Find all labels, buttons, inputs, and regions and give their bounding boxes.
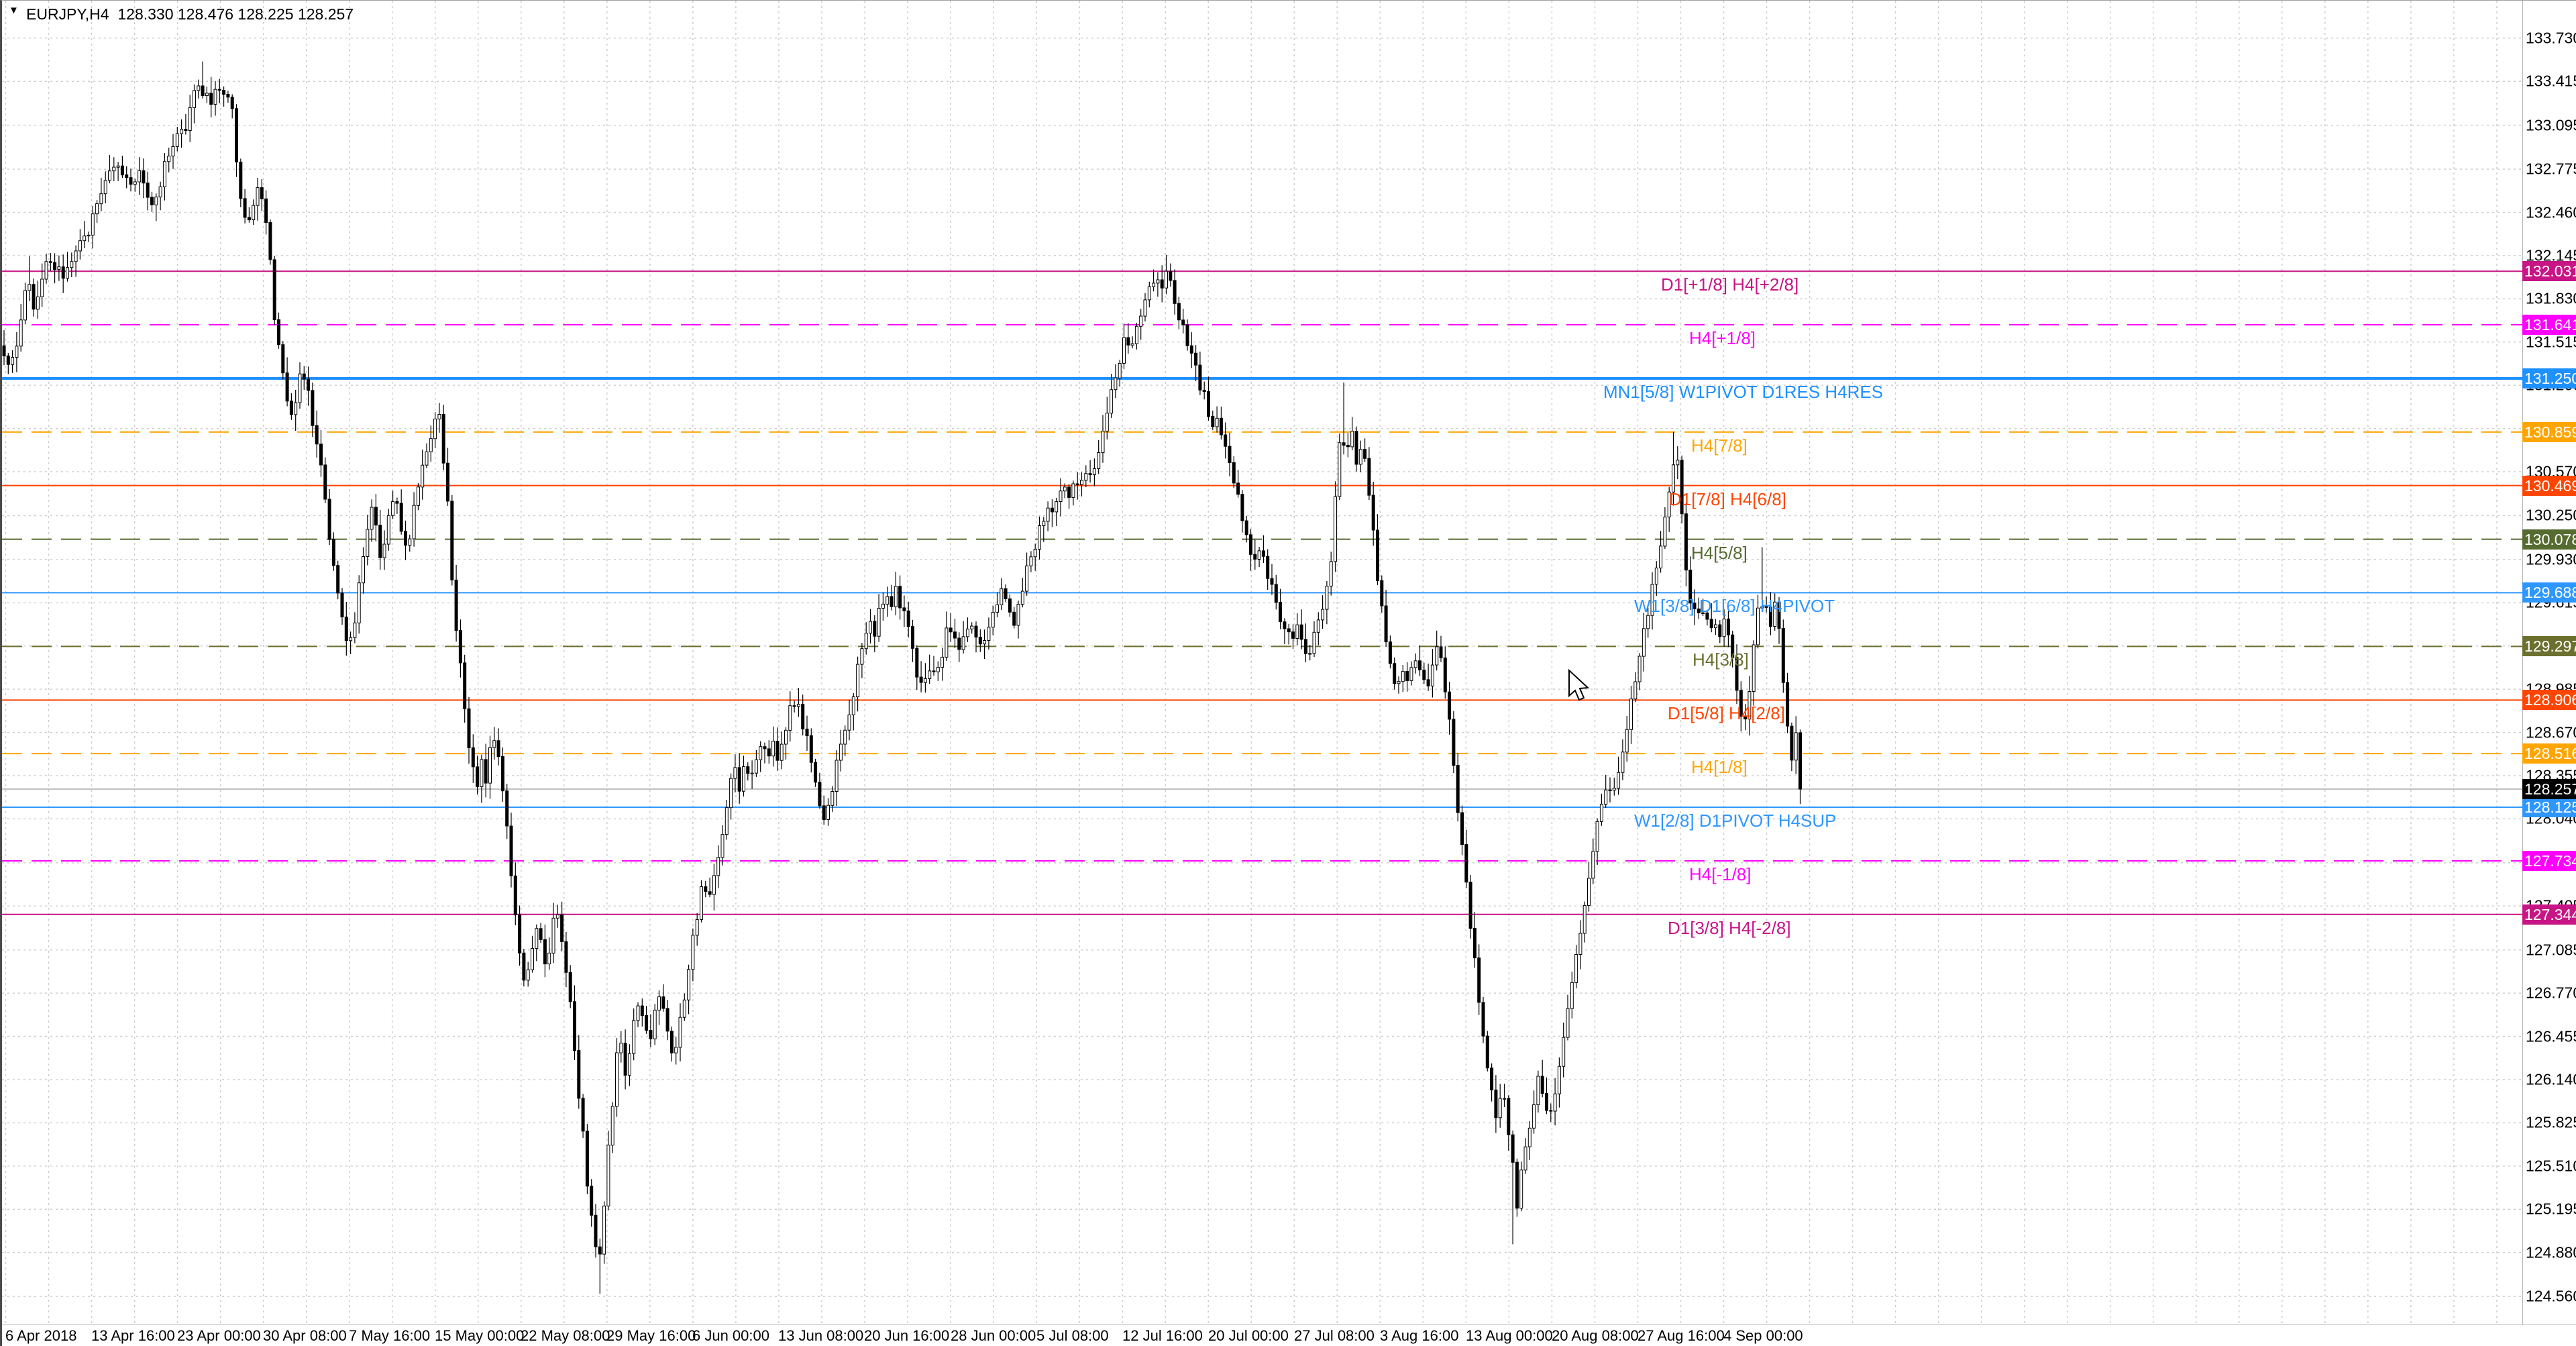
time-label: 13 Jun 08:00 xyxy=(778,1327,864,1344)
time-label: 29 May 16:00 xyxy=(606,1327,696,1344)
time-label: 13 Aug 00:00 xyxy=(1466,1327,1553,1344)
level-price-badge: 128.906 xyxy=(2522,690,2576,711)
one-click-trading-toggle-icon[interactable]: ▼ xyxy=(9,5,19,16)
price-tick-label: 133.095 xyxy=(2526,116,2576,134)
price-tick-label: 131.830 xyxy=(2526,289,2576,307)
level-label: H4[5/8] xyxy=(1691,542,1748,563)
level-label: D1[+1/8] H4[+2/8] xyxy=(1661,274,1799,295)
level-price-badge: 127.344 xyxy=(2522,904,2576,925)
price-tick-label: 131.515 xyxy=(2526,333,2576,351)
price-tick-label: 124.880 xyxy=(2526,1243,2576,1261)
time-label: 20 Jul 00:00 xyxy=(1208,1327,1289,1344)
symbol-timeframe-label: EURJPY,H4 xyxy=(26,5,109,23)
level-label: D1[7/8] H4[6/8] xyxy=(1669,488,1786,509)
time-label: 27 Jul 08:00 xyxy=(1294,1327,1375,1344)
time-label: 6 Apr 2018 xyxy=(5,1327,77,1344)
price-tick-label: 132.145 xyxy=(2526,246,2576,264)
candles xyxy=(2,61,1802,1294)
level-price-badge: 130.078 xyxy=(2522,529,2576,550)
price-tick-label: 133.730 xyxy=(2526,29,2576,47)
price-tick-label: 129.930 xyxy=(2526,550,2576,568)
time-label: 20 Jun 16:00 xyxy=(864,1327,950,1344)
level-label: MN1[5/8] W1PIVOT D1RES H4RES xyxy=(1603,381,1884,402)
time-label: 15 May 00:00 xyxy=(435,1327,525,1344)
level-price-badge: 131.641 xyxy=(2522,315,2576,335)
grid xyxy=(2,1,2522,1325)
time-label: 23 Apr 00:00 xyxy=(177,1327,261,1344)
plot-area[interactable]: D1[+1/8] H4[+2/8] H4[+1/8] MN1[5/8] W1PIVO… xyxy=(2,1,2522,1325)
level-price-badge: 131.250 xyxy=(2522,368,2576,389)
time-label: 6 Jun 00:00 xyxy=(692,1327,769,1344)
price-tick-label: 125.195 xyxy=(2526,1200,2576,1218)
time-label: 4 Sep 00:00 xyxy=(1723,1327,1803,1344)
current-price-badge: 128.257 xyxy=(2522,779,2576,800)
time-label: 5 Jul 08:00 xyxy=(1036,1327,1109,1344)
level-label: H4[1/8] xyxy=(1691,757,1748,778)
mouse-cursor-icon xyxy=(1568,668,1590,701)
price-tick-label: 126.770 xyxy=(2526,984,2576,1002)
time-label: 12 Jul 16:00 xyxy=(1122,1327,1203,1344)
level-label: W1[3/8] D1[6/8] H4PIVOT xyxy=(1634,596,1835,617)
price-tick-label: 132.460 xyxy=(2526,203,2576,221)
price-axis[interactable]: 133.730 133.415 133.095 132.775 132.460 132.1… xyxy=(2522,1,2576,1325)
level-label: W1[2/8] D1PIVOT H4SUP xyxy=(1634,811,1837,831)
level-price-badge: 130.469 xyxy=(2522,475,2576,496)
price-tick-label: 130.250 xyxy=(2526,506,2576,524)
price-tick-label: 124.560 xyxy=(2526,1287,2576,1305)
time-label: 30 Apr 08:00 xyxy=(263,1327,347,1344)
time-label: 22 May 08:00 xyxy=(521,1327,610,1344)
price-tick-label: 126.140 xyxy=(2526,1070,2576,1088)
price-tick-label: 125.510 xyxy=(2526,1157,2576,1175)
level-label: H4[3/8] xyxy=(1693,650,1749,670)
level-label: D1[5/8] H4[2/8] xyxy=(1668,703,1785,724)
time-axis[interactable]: 6 Apr 2018 13 Apr 16:00 23 Apr 00:00 30 Apr… xyxy=(2,1325,2576,1346)
time-label: 28 Jun 00:00 xyxy=(951,1327,1036,1344)
level-label: H4[-1/8] xyxy=(1689,864,1752,884)
level-label: D1[3/8] H4[-2/8] xyxy=(1668,917,1791,938)
level-label: H4[7/8] xyxy=(1691,435,1748,456)
level-price-badge: 132.031 xyxy=(2522,261,2576,282)
price-tick-label: 126.455 xyxy=(2526,1027,2576,1045)
level-label: H4[+1/8] xyxy=(1689,328,1756,348)
time-label: 20 Aug 08:00 xyxy=(1552,1327,1639,1344)
price-tick-label: 133.415 xyxy=(2526,72,2576,90)
price-tick-label: 125.825 xyxy=(2526,1113,2576,1131)
level-price-badge: 127.734 xyxy=(2522,851,2576,871)
price-axis-separator xyxy=(2522,1,2523,1325)
candlestick-canvas[interactable] xyxy=(2,1,2522,1325)
time-label: 7 May 16:00 xyxy=(349,1327,431,1344)
price-tick-label: 127.085 xyxy=(2526,941,2576,959)
price-tick-label: 132.775 xyxy=(2526,160,2576,178)
level-price-badge: 129.297 xyxy=(2522,636,2576,657)
level-price-badge: 128.516 xyxy=(2522,743,2576,764)
level-price-badge: 128.125 xyxy=(2522,797,2576,818)
time-label: 3 Aug 16:00 xyxy=(1380,1327,1459,1344)
level-price-badge: 129.688 xyxy=(2522,582,2576,603)
ohlc-readout: 128.330 128.476 128.225 128.257 xyxy=(117,5,354,23)
price-tick-label: 128.670 xyxy=(2526,723,2576,741)
level-price-badge: 130.859 xyxy=(2522,421,2576,442)
time-label: 13 Apr 16:00 xyxy=(91,1327,175,1344)
time-label: 27 Aug 16:00 xyxy=(1638,1327,1725,1344)
chart-title: EURJPY,H4 128.330 128.476 128.225 128.25… xyxy=(26,5,354,23)
